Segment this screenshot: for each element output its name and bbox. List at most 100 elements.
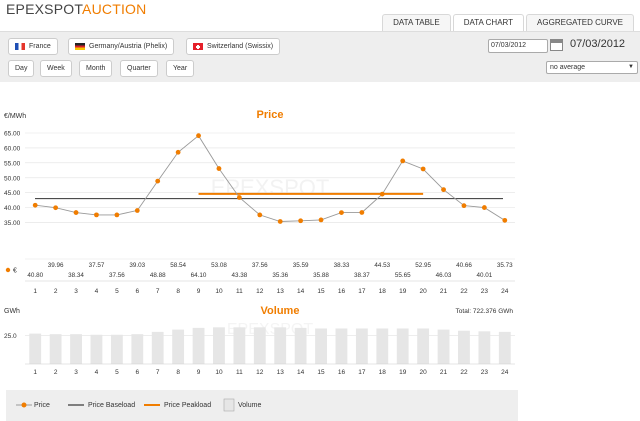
tab-data-table[interactable]: DATA TABLE bbox=[382, 14, 451, 31]
logo: EPEXSPOTAUCTION bbox=[6, 1, 146, 17]
volume-bar bbox=[458, 330, 470, 364]
market-germany-austria-button[interactable]: Germany/Austria (Phelix) bbox=[68, 38, 175, 55]
legend-volume-symbol bbox=[223, 398, 235, 412]
market-france-button[interactable]: France bbox=[8, 38, 58, 55]
price-value-label: 38.34 bbox=[68, 272, 84, 279]
price-value-label: 38.37 bbox=[354, 272, 370, 279]
price-x-tick-label: 7 bbox=[156, 288, 160, 295]
price-point bbox=[318, 217, 324, 223]
price-value-label: 35.88 bbox=[313, 272, 329, 279]
price-value-label: 40.80 bbox=[27, 272, 43, 279]
volume-bar bbox=[110, 334, 123, 364]
period-month-button[interactable]: Month bbox=[79, 60, 113, 77]
price-y-tick-label: 55.00 bbox=[4, 160, 21, 167]
volume-watermark: EPEXSPOT bbox=[227, 321, 313, 338]
market-label: Switzerland (Swissix) bbox=[207, 43, 274, 50]
price-value-label: 46.03 bbox=[436, 272, 452, 279]
selected-date: 07/03/2012 bbox=[570, 38, 626, 50]
period-week-button[interactable]: Week bbox=[40, 60, 72, 77]
price-x-tick-label: 11 bbox=[236, 288, 243, 295]
chart-legend: Price Price Baseload Price Peakload Volu… bbox=[6, 390, 518, 421]
logo-part2: AUCTION bbox=[82, 1, 147, 17]
price-x-tick-label: 20 bbox=[420, 288, 428, 295]
volume-bar bbox=[355, 328, 368, 364]
price-value-label: 40.66 bbox=[456, 262, 472, 269]
price-watermark: EPEXSPOT bbox=[211, 175, 330, 200]
volume-x-tick-label: 12 bbox=[256, 369, 264, 376]
price-x-tick-label: 16 bbox=[338, 288, 346, 295]
price-chart: Price€/MWhEPEXSPOT35.0040.0045.0050.0055… bbox=[4, 109, 515, 295]
volume-bar bbox=[151, 331, 164, 364]
price-value-label: 35.59 bbox=[293, 262, 309, 269]
volume-x-tick-label: 2 bbox=[54, 369, 58, 376]
date-input[interactable]: 07/03/2012 bbox=[488, 39, 548, 53]
price-point bbox=[94, 212, 99, 218]
price-x-tick-label: 2 bbox=[54, 288, 58, 295]
volume-x-tick-label: 18 bbox=[379, 369, 387, 376]
price-value-label: 40.01 bbox=[476, 272, 492, 279]
price-x-tick-label: 17 bbox=[358, 288, 366, 295]
price-point bbox=[155, 178, 161, 184]
volume-x-tick-label: 6 bbox=[135, 369, 139, 376]
volume-x-tick-label: 9 bbox=[197, 369, 201, 376]
tab-data-chart[interactable]: DATA CHART bbox=[452, 14, 525, 31]
period-year-button[interactable]: Year bbox=[166, 60, 195, 77]
volume-bar bbox=[29, 333, 42, 364]
price-point bbox=[359, 210, 365, 215]
volume-x-tick-label: 15 bbox=[317, 369, 325, 376]
calendar-icon[interactable] bbox=[550, 39, 563, 51]
volume-bar bbox=[172, 329, 185, 364]
price-x-tick-label: 12 bbox=[256, 288, 264, 295]
price-x-tick-label: 13 bbox=[277, 288, 285, 295]
volume-x-tick-label: 8 bbox=[176, 369, 180, 376]
volume-x-tick-label: 17 bbox=[358, 369, 366, 376]
price-point bbox=[441, 187, 446, 193]
price-value-label: 44.53 bbox=[374, 262, 390, 269]
volume-x-tick-label: 4 bbox=[95, 369, 99, 376]
volume-bar bbox=[49, 334, 62, 364]
price-point bbox=[277, 219, 283, 224]
volume-x-tick-label: 20 bbox=[420, 369, 428, 376]
flag-de-icon bbox=[75, 43, 85, 50]
legend-price-label: Price bbox=[34, 402, 50, 409]
price-point bbox=[502, 217, 508, 223]
volume-x-tick-label: 24 bbox=[501, 369, 509, 376]
price-value-label: 39.03 bbox=[129, 262, 145, 269]
price-x-tick-label: 8 bbox=[176, 288, 180, 295]
price-x-tick-label: 4 bbox=[95, 288, 99, 295]
legend-symbols bbox=[16, 398, 235, 412]
legend-volume-label: Volume bbox=[238, 402, 262, 409]
price-value-label: 48.88 bbox=[150, 272, 166, 279]
average-select-value: no average bbox=[550, 64, 586, 71]
volume-bar bbox=[192, 327, 205, 364]
price-point bbox=[236, 195, 242, 200]
price-x-tick-label: 24 bbox=[501, 288, 509, 295]
period-quarter-button[interactable]: Quarter bbox=[120, 60, 158, 77]
price-value-label: 55.65 bbox=[395, 272, 411, 279]
volume-chart-title: Volume bbox=[261, 305, 300, 317]
price-y-tick-label: 35.00 bbox=[4, 220, 21, 227]
price-point bbox=[400, 158, 406, 164]
average-select[interactable]: no average ▼ bbox=[546, 61, 638, 74]
price-chart-title: Price bbox=[257, 109, 284, 121]
period-day-button[interactable]: Day bbox=[8, 60, 35, 77]
volume-bar bbox=[294, 327, 307, 364]
chevron-down-icon: ▼ bbox=[628, 64, 634, 70]
volume-x-tick-label: 21 bbox=[440, 369, 448, 376]
volume-bar bbox=[315, 328, 327, 364]
price-x-tick-label: 23 bbox=[481, 288, 489, 295]
tab-aggregated-curve[interactable]: AGGREGATED CURVE bbox=[526, 14, 634, 31]
volume-x-tick-label: 14 bbox=[297, 369, 305, 376]
legend-peakload-label: Price Peakload bbox=[164, 402, 212, 409]
price-point bbox=[175, 149, 181, 155]
volume-bar bbox=[417, 328, 430, 364]
volume-x-tick-label: 10 bbox=[215, 369, 223, 376]
price-point bbox=[32, 202, 38, 208]
volume-bar bbox=[437, 329, 450, 364]
legend-price-symbol bbox=[16, 402, 32, 408]
price-point bbox=[196, 133, 201, 139]
market-switzerland-button[interactable]: Switzerland (Swissix) bbox=[186, 38, 281, 55]
price-x-tick-label: 6 bbox=[135, 288, 139, 295]
price-value-label: 37.57 bbox=[89, 262, 105, 269]
price-value-label: 37.56 bbox=[252, 262, 268, 269]
